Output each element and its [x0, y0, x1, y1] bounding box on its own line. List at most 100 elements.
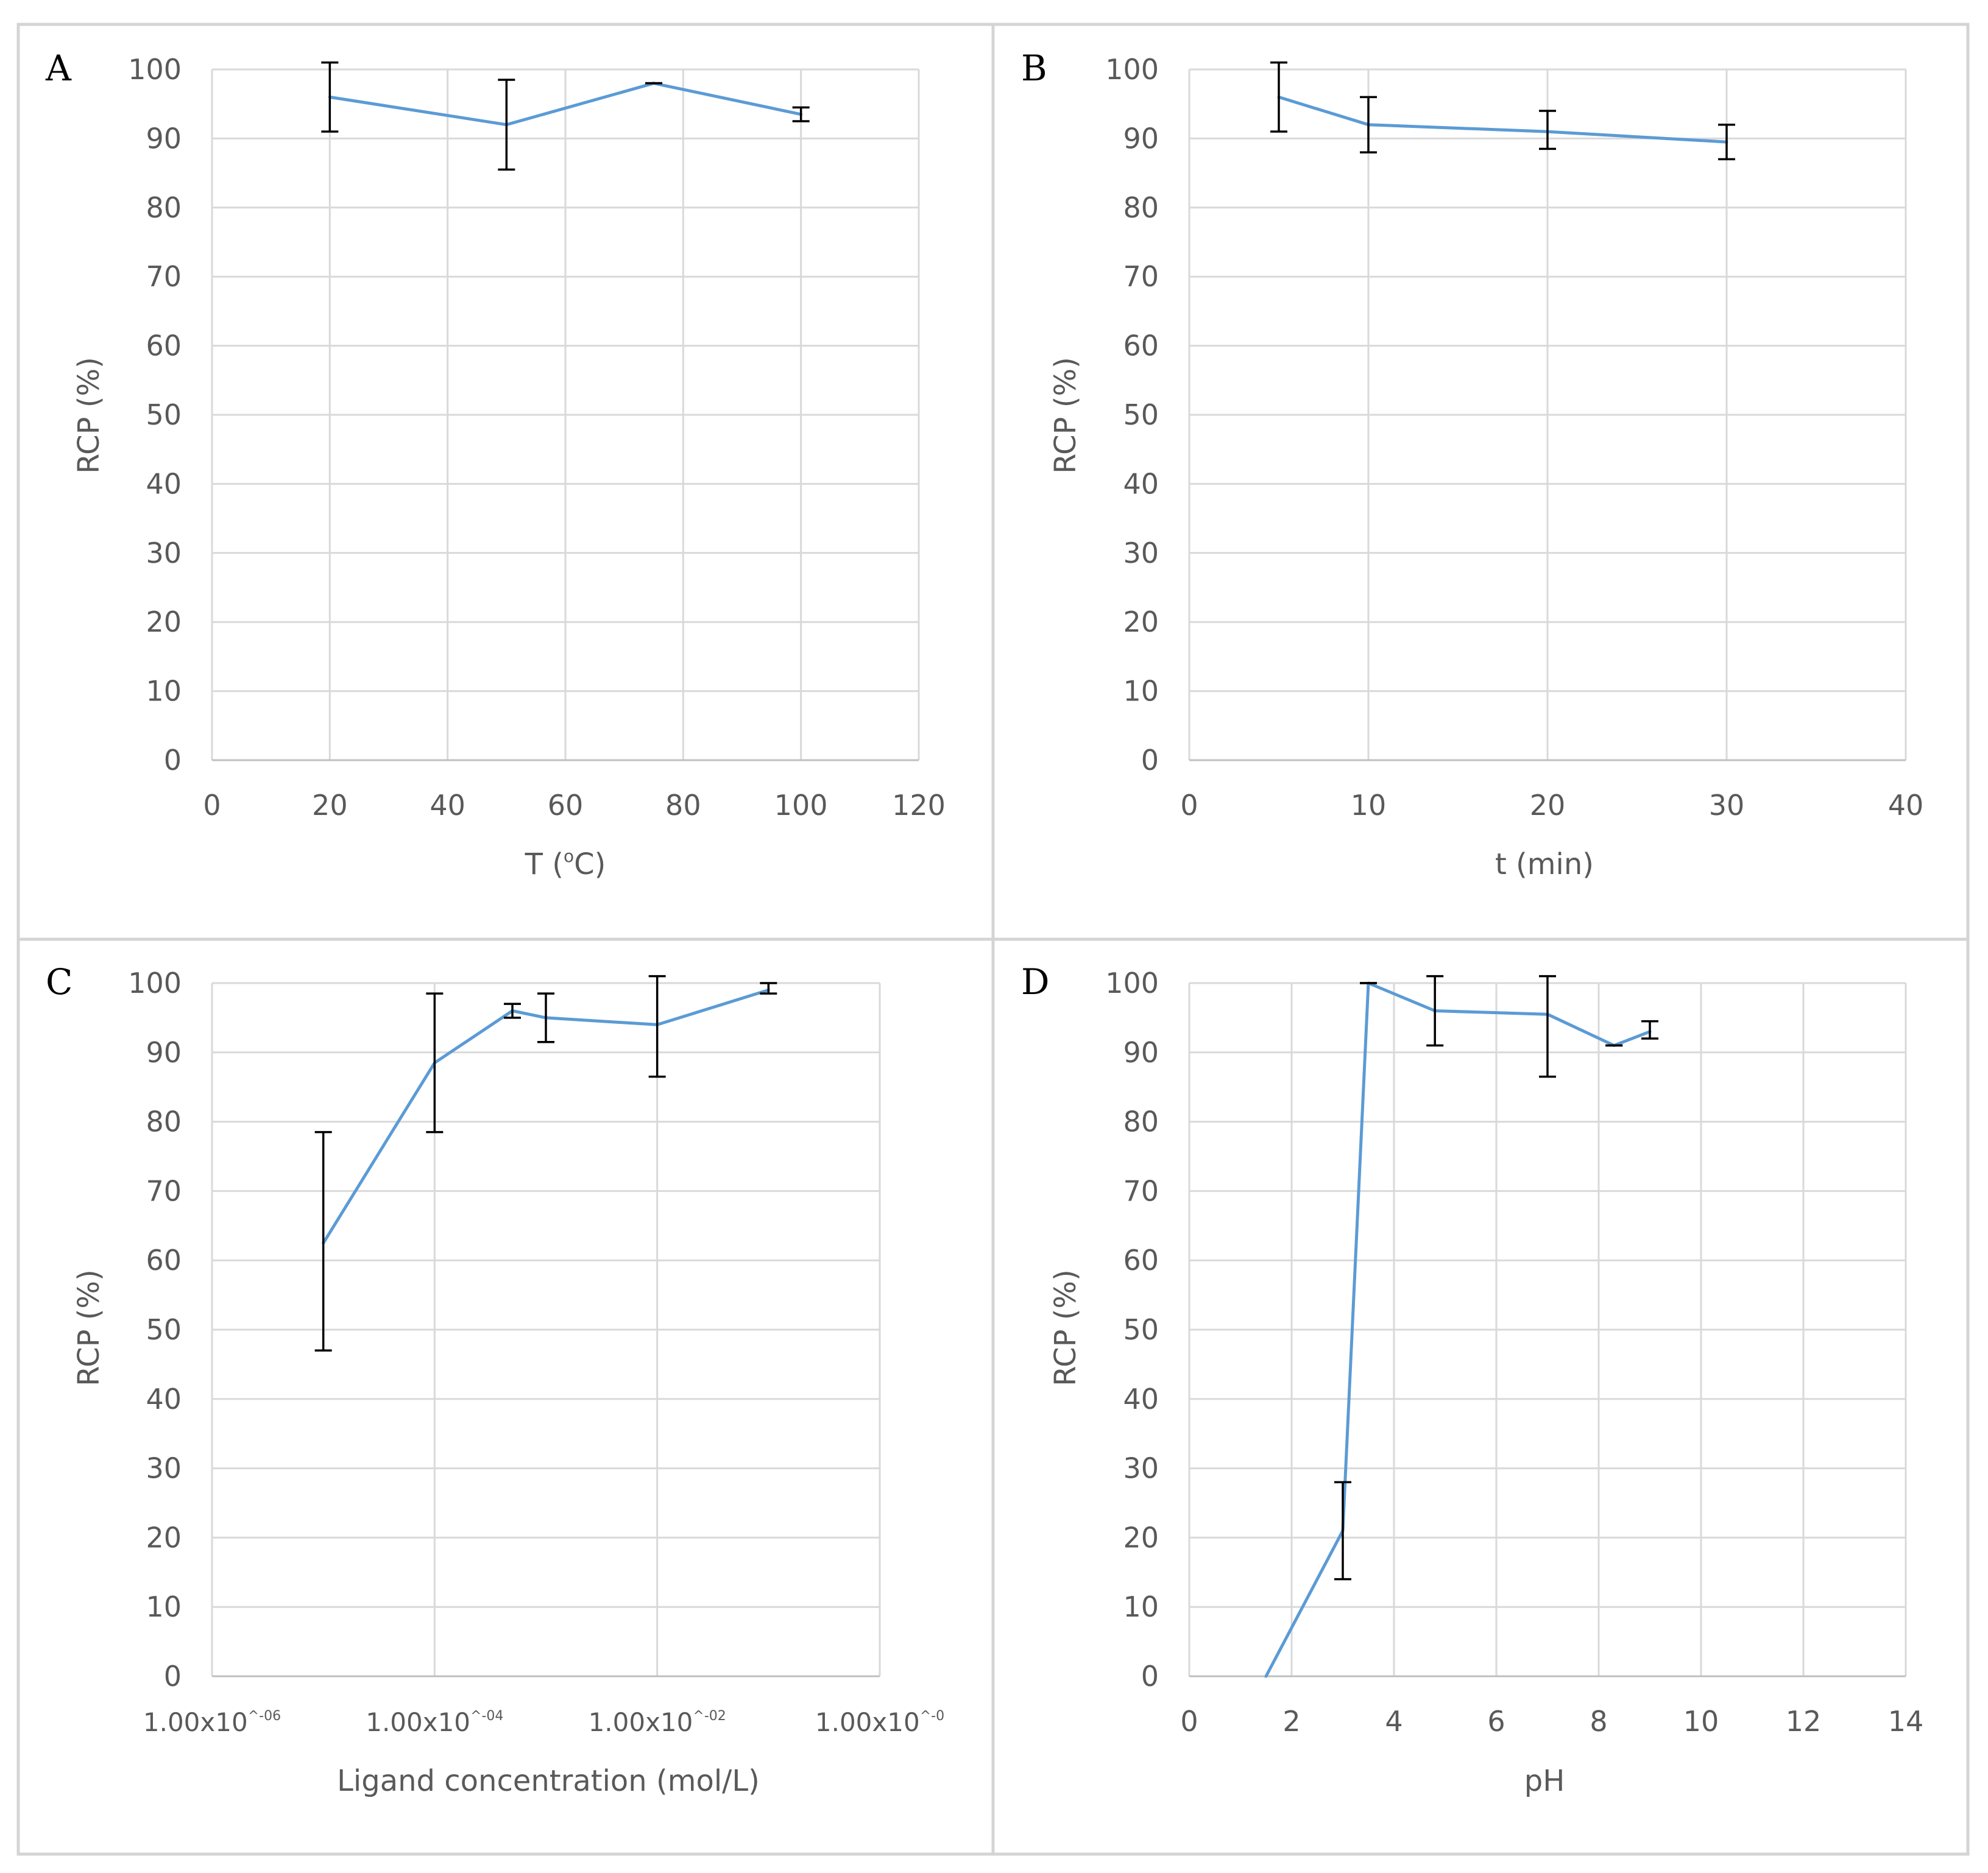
x-tick-label: 100 — [774, 789, 828, 822]
error-bar — [1334, 1481, 1351, 1581]
panel-b-x-axis-title: t (min) — [1495, 847, 1594, 881]
error-bar — [1718, 123, 1735, 161]
x-tick-label: 1.00x10^-0 — [815, 1707, 944, 1737]
error-bar — [792, 106, 810, 122]
y-tick-label: 40 — [146, 467, 182, 500]
y-tick-label: 10 — [1123, 675, 1159, 708]
error-bar — [537, 992, 554, 1043]
x-tick-label: 40 — [430, 789, 465, 822]
panel-a-x-ticks: 0 20 40 60 80 100 120 — [203, 789, 946, 822]
y-tick-label: 10 — [146, 1590, 182, 1623]
panel-c-grid — [211, 982, 881, 1677]
y-tick-label: 70 — [146, 1174, 182, 1207]
y-tick-label: 80 — [146, 1106, 182, 1138]
series-line — [322, 988, 770, 1245]
y-tick-label: 70 — [1123, 260, 1159, 293]
error-bar — [504, 1003, 522, 1019]
x-tick-label: 2 — [1282, 1705, 1300, 1738]
x-tick-label-exp: ^-02 — [693, 1709, 726, 1724]
panel-d-x-ticks: 0 2 4 6 8 10 12 14 — [1180, 1705, 1923, 1738]
panel-d-series — [1264, 975, 1658, 1678]
x-tick-label: 40 — [1888, 789, 1924, 822]
error-bar — [314, 1131, 332, 1352]
y-tick-label: 0 — [164, 1660, 182, 1693]
panel-a-letter: A — [45, 48, 72, 89]
y-tick-label: 50 — [146, 1313, 182, 1346]
y-tick-label: 100 — [128, 53, 182, 86]
y-tick-label: 20 — [146, 605, 182, 638]
x-tick-label: 80 — [665, 789, 701, 822]
y-tick-label: 50 — [146, 398, 182, 431]
error-bar — [1360, 96, 1377, 153]
panel-b-y-ticks: 0 10 20 30 40 50 60 70 80 90 100 — [1105, 53, 1159, 777]
panel-a: A 0 10 20 30 40 50 60 70 80 90 100 0 20 40 60 80 100 120… — [45, 48, 946, 881]
x-tick-label: 1.00x10^-06 — [143, 1707, 281, 1737]
x-tick-label-exp: ^-04 — [470, 1709, 503, 1724]
x-tick-label-base: 1.00x10 — [815, 1707, 920, 1737]
panel-c-letter: C — [46, 961, 73, 1003]
error-bar — [1539, 975, 1556, 1078]
x-tick-label: 12 — [1786, 1705, 1822, 1738]
panel-d-y-ticks: 0 10 20 30 40 50 60 70 80 90 100 — [1105, 967, 1159, 1693]
x-tick-label: 60 — [548, 789, 584, 822]
panel-b-series — [1270, 61, 1735, 161]
panel-b-y-axis-title: RCP (%) — [1049, 357, 1083, 474]
y-tick-label: 60 — [146, 330, 182, 362]
panel-a-y-ticks: 0 10 20 30 40 50 60 70 80 90 100 — [128, 53, 182, 777]
panel-d-letter: D — [1021, 961, 1050, 1003]
error-bar — [648, 975, 666, 1078]
panel-b-letter: B — [1021, 48, 1047, 89]
y-tick-label: 40 — [1123, 467, 1159, 500]
x-tick-label: 1.00x10^-04 — [366, 1707, 503, 1737]
y-tick-label: 30 — [1123, 537, 1159, 570]
y-tick-label: 10 — [146, 675, 182, 708]
series-line — [328, 82, 803, 127]
x-tick-label-base: 1.00x10 — [366, 1707, 470, 1737]
y-tick-label: 20 — [1123, 1521, 1159, 1554]
error-bar — [1426, 975, 1444, 1047]
error-bar — [426, 992, 444, 1134]
x-tick-label-exp: ^-0 — [920, 1709, 944, 1724]
panel-d-y-axis-title: RCP (%) — [1049, 1269, 1083, 1386]
x-tick-label: 8 — [1590, 1705, 1607, 1738]
x-tick-label: 0 — [1180, 789, 1198, 822]
y-tick-label: 30 — [146, 1452, 182, 1485]
y-tick-label: 40 — [1123, 1383, 1159, 1416]
x-tick-label: 6 — [1487, 1705, 1505, 1738]
panel-a-grid — [211, 68, 920, 761]
panel-d-grid — [1188, 982, 1907, 1677]
x-tick-label: 4 — [1385, 1705, 1403, 1738]
y-tick-label: 100 — [1105, 53, 1159, 86]
panel-b-grid — [1188, 68, 1907, 761]
x-tick-label: 0 — [203, 789, 221, 822]
y-tick-label: 50 — [1123, 1313, 1159, 1346]
panel-c-series — [314, 975, 777, 1352]
x-tick-label: 10 — [1683, 1705, 1719, 1738]
x-tick-label-base: 1.00x10 — [143, 1707, 248, 1737]
x-tick-label: 14 — [1888, 1705, 1924, 1738]
panel-a-x-axis-title-main: T ( — [525, 847, 564, 881]
y-tick-label: 0 — [164, 744, 182, 777]
y-tick-label: 70 — [146, 260, 182, 293]
x-tick-label-base: 1.00x10 — [589, 1707, 693, 1737]
panel-a-x-axis-title-end: C) — [574, 847, 606, 881]
y-tick-label: 100 — [1105, 967, 1159, 1000]
series-line — [1277, 95, 1728, 144]
y-tick-label: 90 — [1123, 122, 1159, 155]
y-tick-label: 60 — [1123, 330, 1159, 362]
y-tick-label: 30 — [146, 537, 182, 570]
panel-a-x-axis-title: T (oC) — [525, 846, 606, 881]
x-tick-label: 20 — [1530, 789, 1566, 822]
y-tick-label: 30 — [1123, 1452, 1159, 1485]
error-bar — [1641, 1020, 1658, 1040]
y-tick-label: 50 — [1123, 398, 1159, 431]
error-bar — [321, 61, 339, 133]
y-tick-label: 70 — [1123, 1174, 1159, 1207]
panel-d: D 0 10 20 30 40 50 60 70 80 90 100 0 2 4 6 8 10 12 14 RCP… — [1021, 961, 1923, 1798]
y-tick-label: 40 — [146, 1383, 182, 1416]
x-tick-label: 120 — [892, 789, 946, 822]
x-tick-label: 20 — [312, 789, 348, 822]
error-bar — [1539, 110, 1556, 150]
